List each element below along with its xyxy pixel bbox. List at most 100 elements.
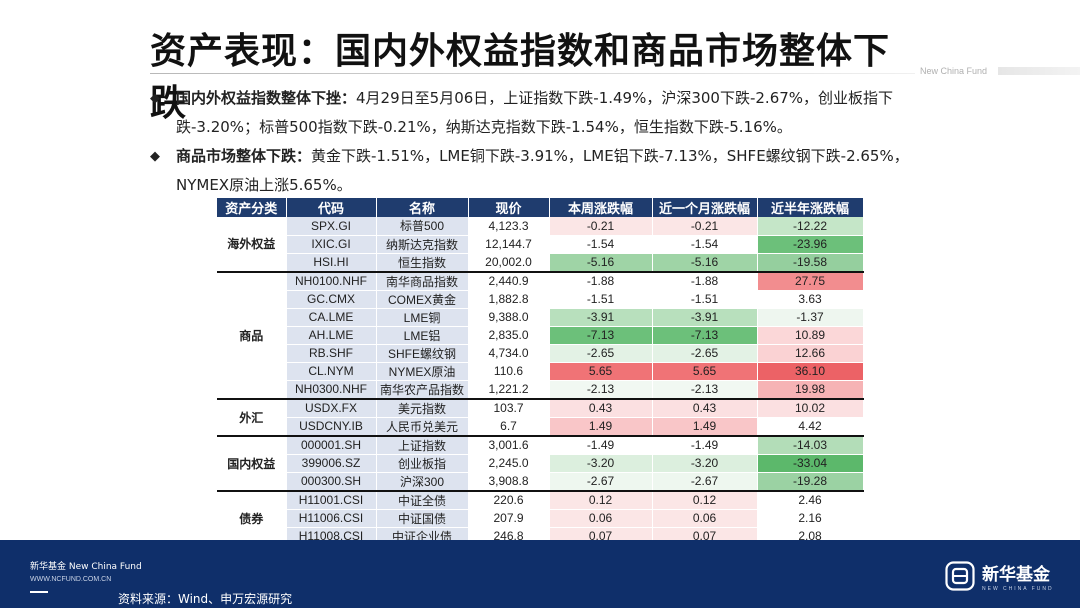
group-label: 商品	[217, 270, 287, 399]
table-row: RB.SHF SHFE螺纹钢 4,734.0 -2.65 -2.65 12.66	[217, 344, 864, 363]
code-cell: CA.LME	[286, 308, 377, 327]
week-change-cell: -2.67	[549, 472, 653, 491]
price-cell: 207.9	[468, 509, 550, 528]
week-change-cell: -3.91	[549, 308, 653, 327]
week-change-cell: -7.13	[549, 326, 653, 345]
group-label: 国内权益	[217, 434, 287, 491]
diamond-bullet-icon: ◆	[150, 91, 160, 106]
name-cell: 人民币兑美元	[376, 417, 469, 436]
code-cell: NH0300.NHF	[286, 380, 377, 399]
week-change-cell: 0.43	[549, 397, 653, 418]
table-row: USDCNY.IB 人民币兑美元 6.7 1.49 1.49 4.42	[217, 417, 864, 436]
group-label: 债券	[217, 489, 287, 546]
bullet-lead: 国内外权益指数整体下挫：	[176, 89, 357, 107]
table-row: GC.CMX COMEX黄金 1,882.8 -1.51 -1.51 3.63	[217, 290, 864, 309]
code-cell: RB.SHF	[286, 344, 377, 363]
month-change-cell: 1.49	[652, 417, 758, 436]
price-cell: 1,221.2	[468, 380, 550, 399]
week-change-cell: 0.12	[549, 489, 653, 510]
bullet-text: 黄金下跌-1.51%，LME铜下跌-3.91%，LME铝下跌-7.13%，SHF…	[176, 147, 909, 194]
half-year-change-cell: -14.03	[757, 434, 864, 455]
half-year-change-cell: 27.75	[757, 270, 864, 291]
week-change-cell: -2.13	[549, 380, 653, 399]
name-cell: COMEX黄金	[376, 290, 469, 309]
price-cell: 9,388.0	[468, 308, 550, 327]
code-cell: CL.NYM	[286, 362, 377, 381]
table-row: 国内权益 000001.SH 上证指数 3,001.6 -1.49 -1.49 -14.03	[217, 434, 864, 491]
month-change-cell: -5.16	[652, 253, 758, 272]
half-year-change-cell: 36.10	[757, 362, 864, 381]
month-change-cell: -1.51	[652, 290, 758, 309]
header-name: 名称	[376, 198, 469, 217]
bullet-equity: ◆ 国内外权益指数整体下挫：4月29日至5月06日，上证指数下跌-1.49%，沪…	[150, 84, 940, 142]
page-title: 资产表现：国内外权益指数和商品市场整体下跌	[150, 31, 891, 124]
half-year-change-cell: -19.58	[757, 253, 864, 272]
half-year-change-cell: 10.89	[757, 326, 864, 345]
table-row: 外汇 USDX.FX 美元指数 103.7 0.43 0.43 10.02	[217, 397, 864, 436]
month-change-cell: 0.12	[652, 489, 758, 510]
month-change-cell: -1.88	[652, 270, 758, 291]
header-week-change: 本周涨跌幅	[549, 198, 653, 217]
brand-tag: New China Fund	[920, 66, 988, 76]
table-row: 399006.SZ 创业板指 2,245.0 -3.20 -3.20 -33.04	[217, 454, 864, 473]
half-year-change-cell: -12.22	[757, 217, 864, 236]
price-cell: 20,002.0	[468, 253, 550, 272]
logo-subtext: NEW CHINA FUND	[982, 586, 1054, 592]
bullet-lead: 商品市场整体下跌：	[176, 147, 312, 165]
half-year-change-cell: -33.04	[757, 454, 864, 473]
half-year-change-cell: 2.46	[757, 489, 864, 510]
code-cell: AH.LME	[286, 326, 377, 345]
bullet-list: ◆ 国内外权益指数整体下挫：4月29日至5月06日，上证指数下跌-1.49%，沪…	[150, 84, 940, 200]
footer-divider	[30, 591, 48, 593]
month-change-cell: 0.06	[652, 509, 758, 528]
brand-bar	[998, 67, 1080, 75]
month-change-cell: -1.49	[652, 434, 758, 455]
table-row: IXIC.GI 纳斯达克指数 12,144.7 -1.54 -1.54 -23.96	[217, 235, 864, 254]
header-category: 资产分类	[217, 198, 287, 217]
header-month-change: 近一个月涨跌幅	[652, 198, 758, 217]
name-cell: 纳斯达克指数	[376, 235, 469, 254]
price-cell: 4,123.3	[468, 217, 550, 236]
asset-performance-table: 资产分类 代码 名称 现价 本周涨跌幅 近一个月涨跌幅 近半年涨跌幅 海外权益 S…	[217, 198, 864, 546]
week-change-cell: -1.51	[549, 290, 653, 309]
code-cell: 000300.SH	[286, 472, 377, 491]
name-cell: SHFE螺纹钢	[376, 344, 469, 363]
name-cell: LME铝	[376, 326, 469, 345]
source-note: 资料来源：Wind、申万宏源研究	[118, 592, 293, 606]
name-cell: 南华商品指数	[376, 270, 469, 291]
price-cell: 12,144.7	[468, 235, 550, 254]
bullet-text: 4月29日至5月06日，上证指数下跌-1.49%，沪深300下跌-2.67%，创…	[176, 89, 894, 136]
group-label: 海外权益	[217, 217, 287, 272]
table-row: CA.LME LME铜 9,388.0 -3.91 -3.91 -1.37	[217, 308, 864, 327]
price-cell: 6.7	[468, 417, 550, 436]
table-row: 商品 NH0100.NHF 南华商品指数 2,440.9 -1.88 -1.88 27.75	[217, 270, 864, 399]
price-cell: 103.7	[468, 397, 550, 418]
code-cell: HSI.HI	[286, 253, 377, 272]
diamond-bullet-icon: ◆	[150, 149, 160, 164]
name-cell: 中证国债	[376, 509, 469, 528]
footer-url: WWW.NCFUND.COM.CN	[30, 576, 112, 583]
month-change-cell: 0.43	[652, 397, 758, 418]
table-header-row: 资产分类 代码 名称 现价 本周涨跌幅 近一个月涨跌幅 近半年涨跌幅	[217, 198, 864, 217]
name-cell: 美元指数	[376, 397, 469, 418]
half-year-change-cell: 3.63	[757, 290, 864, 309]
code-cell: H11006.CSI	[286, 509, 377, 528]
header-half-year-change: 近半年涨跌幅	[757, 198, 864, 217]
logo-text: 新华基金	[982, 565, 1050, 585]
table-row: 债券 H11001.CSI 中证全债 220.6 0.12 0.12 2.46	[217, 489, 864, 546]
week-change-cell: -1.88	[549, 270, 653, 291]
month-change-cell: -0.21	[652, 217, 758, 236]
table-row: NH0300.NHF 南华农产品指数 1,221.2 -2.13 -2.13 19.98	[217, 380, 864, 399]
title-underline	[150, 73, 915, 74]
table-row: 海外权益 SPX.GI 标普500 4,123.3 -0.21 -0.21 -12.22	[217, 217, 864, 272]
half-year-change-cell: 4.42	[757, 417, 864, 436]
week-change-cell: -0.21	[549, 217, 653, 236]
week-change-cell: -1.54	[549, 235, 653, 254]
name-cell: 沪深300	[376, 472, 469, 491]
price-cell: 2,440.9	[468, 270, 550, 291]
price-cell: 2,245.0	[468, 454, 550, 473]
price-cell: 110.6	[468, 362, 550, 381]
name-cell: 标普500	[376, 217, 469, 236]
name-cell: 中证全债	[376, 489, 469, 510]
table-row: H11006.CSI 中证国债 207.9 0.06 0.06 2.16	[217, 509, 864, 528]
